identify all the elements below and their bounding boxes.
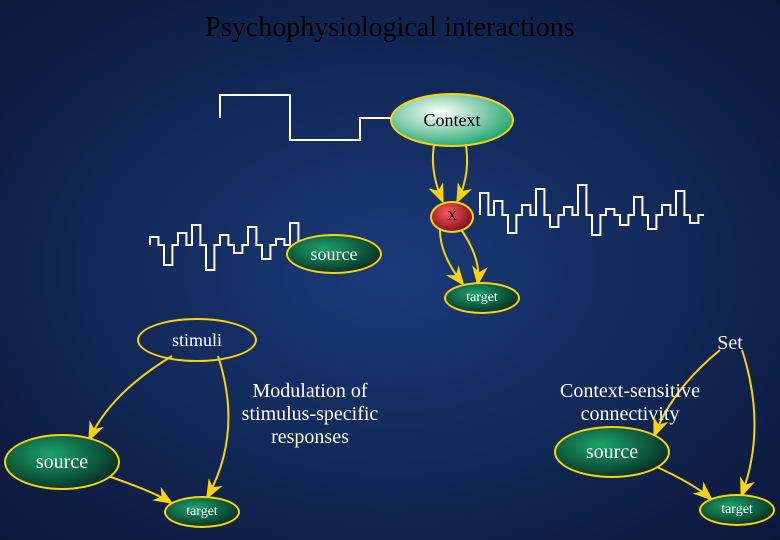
context_sensitive-label: Context-sensitiveconnectivity [480,380,780,426]
source_mid-label: source [311,244,358,265]
page-title: Psychophysiological interactions [0,12,780,44]
source_left-node: source [4,434,120,490]
target_right-label: target [721,502,753,518]
source_mid-node: source [286,234,382,274]
target_mid-node: target [444,282,520,314]
stimuli-label: stimuli [172,330,222,351]
source_right-node: source [554,426,670,478]
target_right-node: target [699,494,775,526]
modulation-label: Modulation ofstimulus-specificresponses [160,380,460,449]
x-node: X [430,201,474,233]
set-label: Set [580,332,780,355]
diagram-stage: Psychophysiological interactions Context… [0,0,780,540]
x-label: X [447,209,457,225]
target_mid-label: target [466,290,498,306]
target_left-node: target [164,496,240,528]
source_right-label: source [586,441,638,464]
context-node: Context [390,93,514,147]
context-label: Context [424,110,481,131]
target_left-label: target [186,504,218,520]
stimuli-node: stimuli [137,318,257,362]
source_left-label: source [36,451,88,474]
